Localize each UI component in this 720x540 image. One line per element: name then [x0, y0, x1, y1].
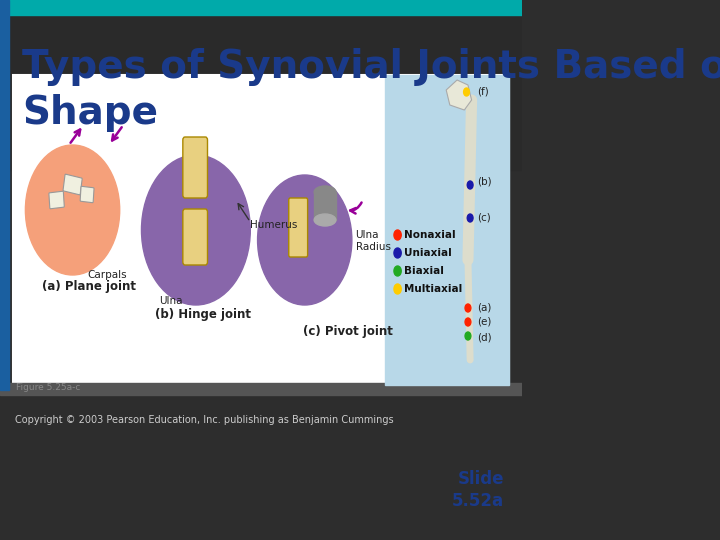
Circle shape: [394, 266, 401, 276]
Text: (a): (a): [477, 302, 492, 312]
FancyBboxPatch shape: [183, 209, 207, 265]
Circle shape: [465, 318, 471, 326]
Bar: [384, 75, 509, 385]
Text: Ulna
Radius: Ulna Radius: [356, 231, 390, 252]
FancyBboxPatch shape: [63, 174, 82, 195]
Text: (c): (c): [477, 212, 491, 222]
Circle shape: [465, 332, 471, 340]
Text: Figure 5.25a-c: Figure 5.25a-c: [16, 383, 81, 393]
Bar: [314, 192, 336, 220]
FancyBboxPatch shape: [183, 137, 207, 198]
Ellipse shape: [314, 186, 336, 198]
FancyBboxPatch shape: [49, 191, 64, 209]
Polygon shape: [446, 80, 472, 110]
Text: (c) Pivot joint: (c) Pivot joint: [303, 325, 393, 338]
Text: (d): (d): [477, 332, 492, 342]
Bar: [13, 75, 509, 385]
FancyBboxPatch shape: [289, 198, 307, 257]
Text: (b) Hinge joint: (b) Hinge joint: [155, 308, 251, 321]
Text: Multiaxial: Multiaxial: [404, 284, 462, 294]
Text: Nonaxial: Nonaxial: [404, 230, 456, 240]
Text: (a) Plane joint: (a) Plane joint: [42, 280, 136, 293]
Text: Types of Synovial Joints Based on
Shape: Types of Synovial Joints Based on Shape: [22, 48, 720, 132]
Text: Humerus: Humerus: [251, 220, 297, 230]
Circle shape: [465, 304, 471, 312]
Circle shape: [467, 214, 473, 222]
Circle shape: [258, 175, 352, 305]
Text: (f): (f): [477, 87, 489, 97]
Bar: [0, 0, 523, 15]
Text: Ulna: Ulna: [160, 296, 183, 306]
Circle shape: [394, 284, 401, 294]
Text: Copyright © 2003 Pearson Education, Inc. publishing as Benjamin Cummings: Copyright © 2003 Pearson Education, Inc.…: [14, 415, 393, 425]
Bar: [0, 395, 523, 540]
Text: Slide
5.52a: Slide 5.52a: [452, 470, 504, 510]
FancyBboxPatch shape: [80, 186, 94, 202]
Circle shape: [464, 88, 469, 96]
Text: (e): (e): [477, 317, 492, 327]
Text: Uniaxial: Uniaxial: [404, 248, 452, 258]
Circle shape: [394, 248, 401, 258]
Bar: [0, 0, 9, 390]
Ellipse shape: [314, 214, 336, 226]
Text: Carpals: Carpals: [87, 270, 127, 280]
Bar: [0, 0, 523, 170]
Text: (b): (b): [477, 177, 492, 187]
Bar: [0, 383, 523, 395]
Circle shape: [141, 155, 251, 305]
Circle shape: [25, 145, 120, 275]
Text: Biaxial: Biaxial: [404, 266, 444, 276]
Circle shape: [394, 230, 401, 240]
Circle shape: [467, 181, 473, 189]
